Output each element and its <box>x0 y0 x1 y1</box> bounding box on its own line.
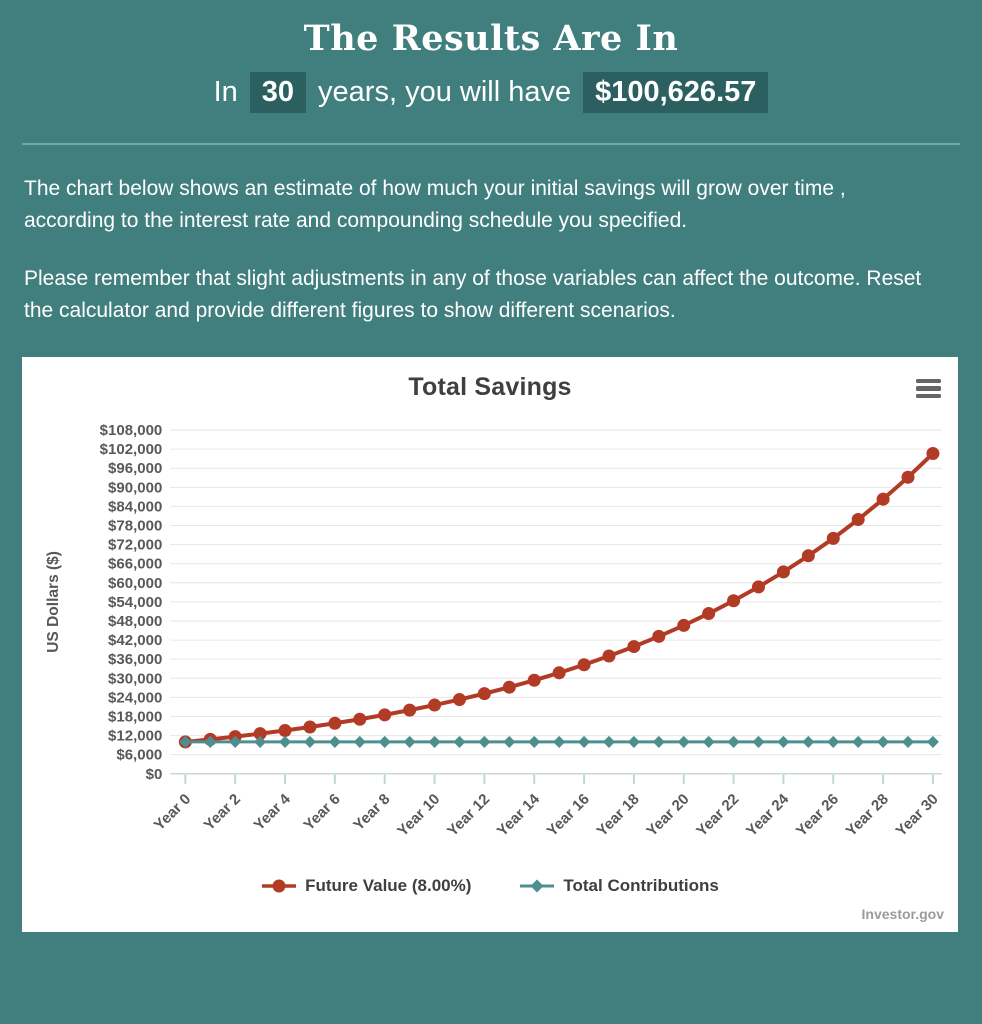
svg-text:$96,000: $96,000 <box>108 460 162 477</box>
investor-gov-credit: Investor.gov <box>861 905 944 922</box>
svg-text:$42,000: $42,000 <box>108 632 162 649</box>
svg-text:$102,000: $102,000 <box>100 441 163 458</box>
svg-text:Year 20: Year 20 <box>643 790 692 839</box>
svg-text:Year 18: Year 18 <box>594 790 643 839</box>
svg-text:Year 24: Year 24 <box>743 790 793 840</box>
svg-text:Year 30: Year 30 <box>893 790 942 839</box>
chart-legend: Future Value (8.00%) Total Contributions <box>22 876 958 896</box>
svg-text:Year 8: Year 8 <box>350 790 393 833</box>
description-paragraph-2: Please remember that slight adjustments … <box>24 266 922 322</box>
summary-prefix: In <box>213 76 238 108</box>
svg-text:Year 2: Year 2 <box>201 790 244 833</box>
x-axis-labels: Year 0 Year 2 Year 4 Year 6 Year 8 Year 10 Yea… <box>151 790 942 840</box>
chart-title: Total Savings <box>408 372 572 401</box>
svg-text:$60,000: $60,000 <box>108 574 162 591</box>
svg-text:$54,000: $54,000 <box>108 594 162 611</box>
svg-text:Year 0: Year 0 <box>151 790 194 833</box>
svg-text:$18,000: $18,000 <box>108 708 162 725</box>
svg-text:$90,000: $90,000 <box>108 479 162 496</box>
total-savings-chart: $0 $6,000 $12,000 $18,000 $24,000 $30,000 $36,… <box>45 422 942 840</box>
hamburger-bar <box>916 378 941 384</box>
svg-text:Year 28: Year 28 <box>843 790 892 839</box>
total-savings-chart-card: Total Savings $0 $6,000 $12,000 $18,000 $24,… <box>22 356 958 932</box>
x-axis-ticks <box>184 774 934 784</box>
results-summary: In 30 years, you will have $100,626.57 <box>0 72 982 113</box>
chart-title-row: Total Savings <box>22 373 958 413</box>
series-future-value-line <box>185 451 935 744</box>
svg-text:Year 14: Year 14 <box>494 790 544 840</box>
page-title: The Results Are In <box>303 18 679 59</box>
svg-text:Year 22: Year 22 <box>693 790 742 839</box>
series-future-value <box>178 446 940 749</box>
summary-middle: years, you will have <box>318 76 572 108</box>
y-axis-title: US Dollars ($) <box>45 551 62 653</box>
legend-label-future-value: Future Value (8.00%) <box>305 875 472 895</box>
svg-text:$108,000: $108,000 <box>100 422 163 439</box>
years-value-badge: 30 <box>249 72 307 113</box>
hamburger-bar <box>916 393 941 399</box>
svg-text:$12,000: $12,000 <box>108 727 162 744</box>
header-divider <box>22 143 960 145</box>
svg-text:Year 6: Year 6 <box>300 790 343 833</box>
results-header: The Results Are In In 30 years, you will… <box>0 0 982 113</box>
svg-text:$84,000: $84,000 <box>108 498 162 515</box>
svg-text:Year 16: Year 16 <box>544 790 593 839</box>
description-section: The chart below shows an estimate of how… <box>24 173 958 327</box>
svg-text:$0: $0 <box>146 765 163 782</box>
series-total-contributions <box>179 735 939 748</box>
future-value-legend-marker-icon <box>262 879 297 893</box>
svg-text:Year 10: Year 10 <box>394 790 443 839</box>
description-paragraph-1: The chart below shows an estimate of how… <box>24 177 846 232</box>
series-future-value-markers <box>178 446 940 749</box>
legend-label-total-contributions: Total Contributions <box>563 875 719 895</box>
svg-text:$66,000: $66,000 <box>108 555 162 572</box>
y-axis-labels: $0 $6,000 $12,000 $18,000 $24,000 $30,000 $36,… <box>100 422 163 783</box>
svg-text:$48,000: $48,000 <box>108 613 162 630</box>
svg-text:Year 4: Year 4 <box>251 790 295 834</box>
legend-item-future-value[interactable]: Future Value (8.00%) <box>261 876 471 896</box>
y-gridlines <box>170 429 942 755</box>
total-contributions-legend-marker-icon <box>520 879 555 893</box>
legend-item-total-contributions[interactable]: Total Contributions <box>519 876 719 896</box>
svg-text:Year 26: Year 26 <box>793 790 842 839</box>
svg-text:$30,000: $30,000 <box>108 670 162 687</box>
svg-text:$78,000: $78,000 <box>108 517 162 534</box>
svg-text:$36,000: $36,000 <box>108 651 162 668</box>
svg-text:$24,000: $24,000 <box>108 689 162 706</box>
svg-text:Year 12: Year 12 <box>444 790 493 839</box>
svg-text:$72,000: $72,000 <box>108 536 162 553</box>
svg-text:$6,000: $6,000 <box>116 746 162 763</box>
series-total-contributions-markers <box>179 735 939 748</box>
chart-menu-hamburger-icon[interactable] <box>916 378 941 402</box>
hamburger-bar <box>916 386 941 391</box>
result-value-badge: $100,626.57 <box>583 72 769 113</box>
